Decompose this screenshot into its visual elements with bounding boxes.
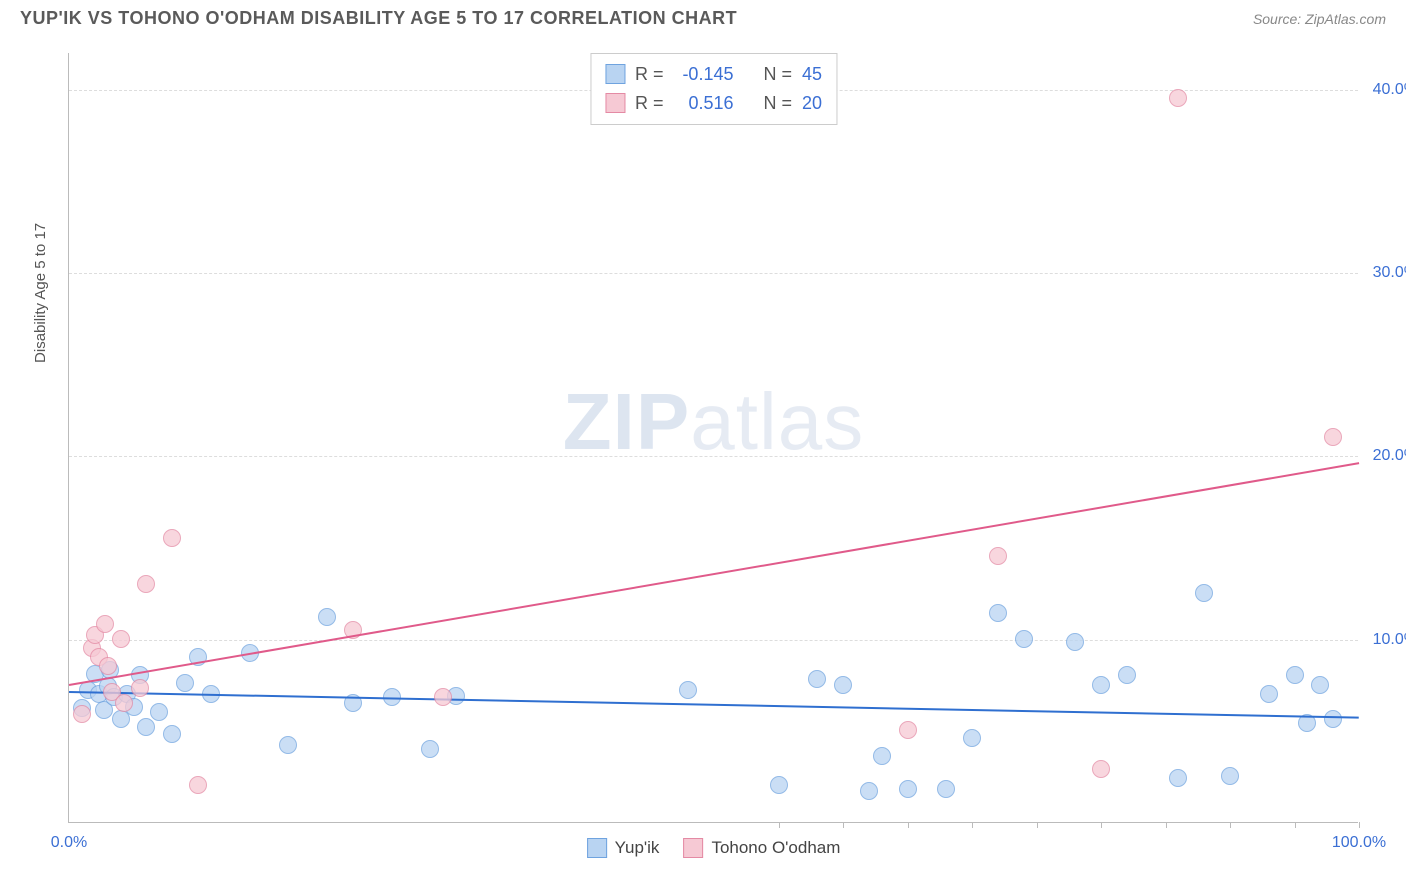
xtick-mark — [908, 822, 909, 828]
ytick-label: 20.0% — [1373, 447, 1406, 465]
data-point — [937, 780, 955, 798]
xtick-mark — [1295, 822, 1296, 828]
series-legend: Yup'ik Tohono O'odham — [587, 838, 841, 858]
data-point — [434, 688, 452, 706]
y-axis-label: Disability Age 5 to 17 — [32, 223, 49, 363]
data-point — [99, 657, 117, 675]
xtick-mark — [843, 822, 844, 828]
data-point — [1092, 760, 1110, 778]
data-point — [899, 721, 917, 739]
legend-row-2: R = 0.516 N = 20 — [605, 89, 822, 118]
xtick-mark — [1166, 822, 1167, 828]
data-point — [279, 736, 297, 754]
data-point — [1169, 769, 1187, 787]
swatch-series1 — [605, 64, 625, 84]
swatch-series1-icon — [587, 838, 607, 858]
data-point — [1169, 89, 1187, 107]
data-point — [96, 615, 114, 633]
data-point — [318, 608, 336, 626]
data-point — [150, 703, 168, 721]
data-point — [963, 729, 981, 747]
xtick-label: 100.0% — [1332, 834, 1386, 852]
data-point — [1015, 630, 1033, 648]
swatch-series2 — [605, 93, 625, 113]
plot-region: ZIPatlas R = -0.145 N = 45 R = 0.516 N =… — [68, 53, 1358, 823]
trend-line — [69, 691, 1359, 719]
xtick-mark — [779, 822, 780, 828]
legend-item-2: Tohono O'odham — [683, 838, 840, 858]
data-point — [1260, 685, 1278, 703]
ytick-label: 30.0% — [1373, 264, 1406, 282]
data-point — [899, 780, 917, 798]
data-point — [1221, 767, 1239, 785]
data-point — [137, 575, 155, 593]
data-point — [1324, 428, 1342, 446]
source-label: Source: ZipAtlas.com — [1253, 11, 1386, 27]
data-point — [1311, 676, 1329, 694]
data-point — [1118, 666, 1136, 684]
legend-row-1: R = -0.145 N = 45 — [605, 60, 822, 89]
xtick-mark — [1037, 822, 1038, 828]
data-point — [1324, 710, 1342, 728]
data-point — [163, 529, 181, 547]
data-point — [421, 740, 439, 758]
data-point — [73, 705, 91, 723]
data-point — [163, 725, 181, 743]
data-point — [189, 776, 207, 794]
data-point — [115, 694, 133, 712]
gridline-h — [69, 456, 1358, 457]
data-point — [808, 670, 826, 688]
swatch-series2-icon — [683, 838, 703, 858]
xtick-mark — [1359, 822, 1360, 828]
data-point — [131, 679, 149, 697]
data-point — [176, 674, 194, 692]
data-point — [989, 604, 1007, 622]
data-point — [112, 630, 130, 648]
data-point — [1195, 584, 1213, 602]
data-point — [860, 782, 878, 800]
data-point — [1066, 633, 1084, 651]
legend-item-1: Yup'ik — [587, 838, 660, 858]
ytick-label: 10.0% — [1373, 631, 1406, 649]
trend-line — [69, 462, 1359, 686]
data-point — [1286, 666, 1304, 684]
data-point — [679, 681, 697, 699]
xtick-mark — [1101, 822, 1102, 828]
xtick-mark — [972, 822, 973, 828]
data-point — [834, 676, 852, 694]
watermark: ZIPatlas — [563, 376, 864, 468]
data-point — [989, 547, 1007, 565]
data-point — [1092, 676, 1110, 694]
gridline-h — [69, 273, 1358, 274]
data-point — [770, 776, 788, 794]
data-point — [137, 718, 155, 736]
correlation-legend: R = -0.145 N = 45 R = 0.516 N = 20 — [590, 53, 837, 125]
data-point — [873, 747, 891, 765]
ytick-label: 40.0% — [1373, 81, 1406, 99]
gridline-h — [69, 640, 1358, 641]
xtick-label: 0.0% — [51, 834, 87, 852]
chart-title: YUP'IK VS TOHONO O'ODHAM DISABILITY AGE … — [20, 8, 737, 29]
xtick-mark — [1230, 822, 1231, 828]
